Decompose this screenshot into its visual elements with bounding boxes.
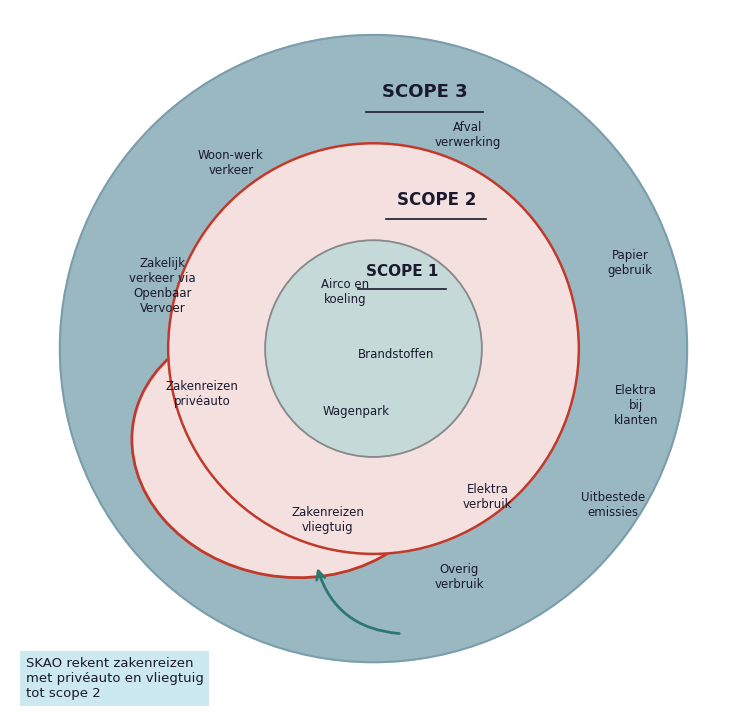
Text: Elektra
bij
klanten: Elektra bij klanten [613, 384, 658, 427]
Text: Zakenreizen
privéauto: Zakenreizen privéauto [166, 380, 239, 408]
Text: Zakelijk
verkeer via
Openbaar
Vervoer: Zakelijk verkeer via Openbaar Vervoer [129, 257, 196, 315]
Text: Woon-werk
verkeer: Woon-werk verkeer [198, 149, 264, 177]
Text: Elektra
verbruik: Elektra verbruik [463, 483, 512, 511]
Ellipse shape [132, 319, 444, 577]
Text: Papier
gebruik: Papier gebruik [607, 249, 653, 277]
Circle shape [168, 143, 579, 554]
Text: Brandstoffen: Brandstoffen [358, 348, 435, 361]
Text: SCOPE 2: SCOPE 2 [397, 192, 476, 210]
Text: Afval
verwerking: Afval verwerking [435, 121, 500, 149]
Text: Zakenreizen
vliegtuig: Zakenreizen vliegtuig [291, 505, 365, 534]
Text: Overig
verbruik: Overig verbruik [434, 563, 484, 590]
Circle shape [168, 143, 579, 554]
Text: SCOPE 1: SCOPE 1 [366, 264, 438, 279]
Circle shape [60, 35, 687, 662]
Text: SKAO rekent zakenreizen
met privéauto en vliegtuig
tot scope 2: SKAO rekent zakenreizen met privéauto en… [25, 657, 203, 700]
Circle shape [265, 240, 482, 457]
Text: SCOPE 3: SCOPE 3 [382, 83, 468, 101]
Text: Wagenpark: Wagenpark [323, 405, 390, 418]
Text: Uitbestede
emissies: Uitbestede emissies [581, 492, 645, 519]
Text: Airco en
koeling: Airco en koeling [321, 278, 369, 305]
